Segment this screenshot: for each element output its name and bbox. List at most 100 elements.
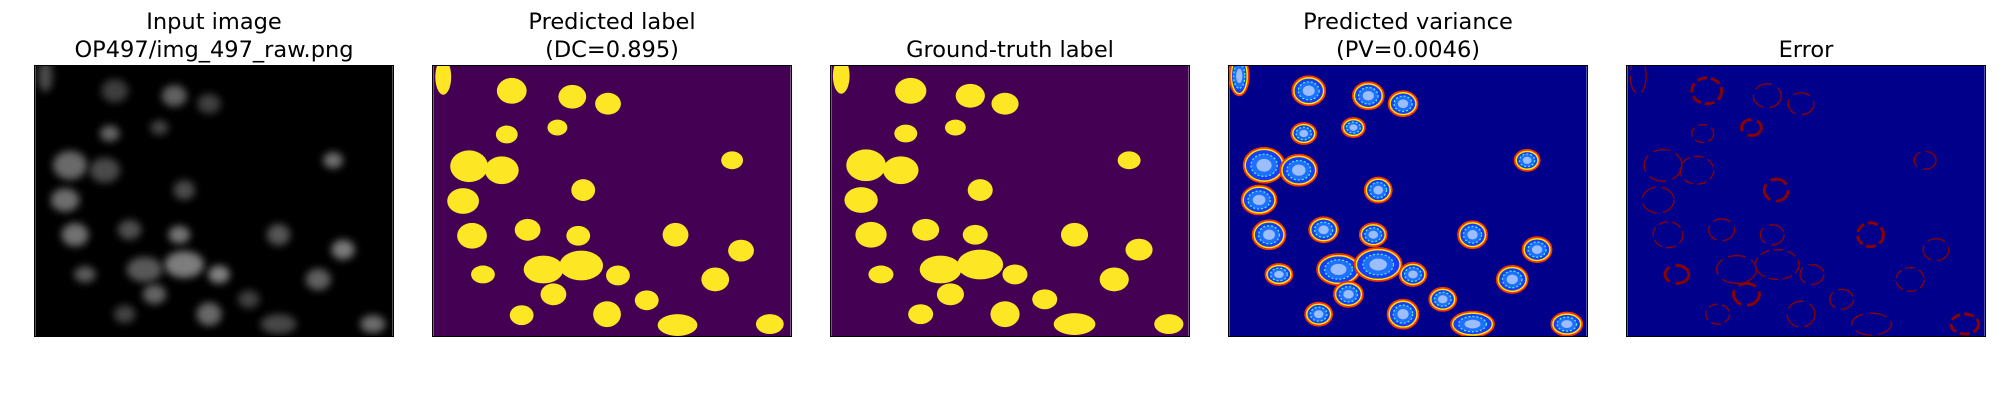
nucleus-blob [61, 223, 89, 247]
error-outline [1762, 177, 1790, 203]
nucleus-blob [50, 188, 80, 212]
predicted-nucleus [547, 119, 568, 136]
input-image-panel [34, 65, 394, 337]
panel-title-input: Input image OP497/img_497_raw.png [74, 9, 354, 63]
nucleus-blob [305, 268, 331, 291]
ground-truth-nucleus [1002, 264, 1028, 285]
panel-title-variance: Predicted variance (PV=0.0046) [1303, 9, 1513, 63]
predicted-nucleus [447, 188, 479, 214]
nucleus-blob [118, 219, 142, 240]
predicted-nucleus [471, 265, 495, 284]
panel-title-error: Error [1778, 37, 1834, 63]
variance-nucleus [1521, 236, 1553, 264]
nucleus-blob [161, 85, 187, 107]
nucleus-blob [53, 150, 88, 180]
nucleus-blob [323, 152, 343, 169]
panel-title-truth: Ground-truth label [906, 37, 1114, 63]
variance-nucleus [1291, 75, 1327, 107]
predicted-nucleus [559, 250, 604, 281]
error-outline [1754, 248, 1800, 281]
predicted-nucleus [495, 125, 518, 144]
ground-truth-nucleus [1154, 314, 1184, 335]
variance-nucleus [1387, 90, 1419, 118]
variance-nucleus [1304, 301, 1334, 327]
error-outline [1922, 238, 1950, 262]
variance-nucleus [1428, 286, 1458, 312]
variance-nucleus [1513, 148, 1541, 172]
error-outline [1752, 83, 1782, 109]
ground-truth-nucleus [962, 224, 988, 245]
nucleus-blob [142, 284, 167, 305]
predicted-nucleus [657, 314, 698, 336]
ground-truth-nucleus [855, 221, 887, 248]
variance-nucleus [1450, 310, 1495, 336]
variance-nucleus [1353, 247, 1403, 282]
variance-nucleus [1340, 117, 1366, 138]
ground-truth-nucleus [957, 249, 1004, 280]
predicted-nucleus [509, 305, 534, 326]
ground-truth-nucleus [1060, 222, 1089, 247]
error-outline [1663, 264, 1691, 285]
panel-title-predicted: Predicted label (DC=0.895) [528, 9, 696, 63]
error-outline [1949, 312, 1981, 336]
variance-nucleus [1264, 263, 1294, 286]
nucleus-blob [197, 93, 221, 114]
predicted-nucleus [450, 150, 488, 183]
error-image [1627, 66, 1985, 336]
nucleus-blob [74, 266, 96, 283]
ground-truth-nucleus [1053, 313, 1096, 336]
ground-truth-nucleus [1032, 289, 1058, 310]
nucleus-blob [38, 66, 53, 93]
nucleus-blob [164, 251, 204, 278]
error-outline [1641, 186, 1675, 214]
nucleus-blob [99, 125, 120, 142]
variance-nucleus [1351, 81, 1385, 111]
ground-truth-nucleus [912, 218, 940, 241]
error-outline [1829, 288, 1855, 310]
nucleus-blob [208, 265, 230, 284]
error-outline [1759, 224, 1785, 246]
variance-nucleus [1251, 219, 1287, 251]
predicted-variance-image [1229, 66, 1587, 336]
ground-truth-nucleus [944, 119, 966, 136]
predicted-nucleus [634, 290, 659, 311]
input-image [35, 66, 393, 336]
nucleus-blob [168, 225, 190, 244]
nucleus-blob [260, 314, 297, 334]
nucleus-blob [266, 224, 291, 246]
predicted-nucleus [523, 255, 564, 284]
ground-truth-nucleus [919, 255, 962, 284]
ground-truth-nucleus [895, 77, 927, 104]
nucleus-blob [360, 315, 386, 334]
predicted-nucleus [514, 218, 541, 241]
nucleus-blob [331, 239, 355, 260]
ground-truth-image [831, 66, 1189, 336]
variance-nucleus [1229, 66, 1250, 97]
error-outline [1787, 92, 1815, 116]
error-outline [1652, 221, 1684, 249]
variance-nucleus [1358, 222, 1388, 248]
error-outline [1643, 148, 1683, 182]
variance-nucleus [1398, 262, 1428, 287]
predicted-nucleus [701, 267, 730, 292]
variance-nucleus [1550, 311, 1584, 336]
ground-truth-nucleus [846, 149, 886, 182]
predicted-nucleus [721, 151, 744, 170]
error-outline [1690, 76, 1724, 106]
variance-nucleus [1279, 153, 1319, 187]
ground-truth-nucleus [955, 83, 985, 108]
predicted-nucleus [566, 225, 591, 246]
predicted-nucleus [435, 66, 452, 95]
error-outline [1739, 118, 1763, 137]
error-outline [1629, 66, 1647, 95]
variance-nucleus [1290, 122, 1318, 145]
predicted-nucleus [593, 301, 621, 328]
variance-nucleus [1242, 146, 1286, 184]
predicted-label-panel [432, 65, 792, 337]
ground-truth-nucleus [908, 304, 934, 325]
nucleus-blob [238, 290, 260, 309]
error-outline [1691, 123, 1715, 144]
ground-truth-nucleus [832, 66, 850, 94]
ground-truth-nucleus [844, 187, 878, 213]
ground-truth-nucleus [868, 265, 894, 284]
